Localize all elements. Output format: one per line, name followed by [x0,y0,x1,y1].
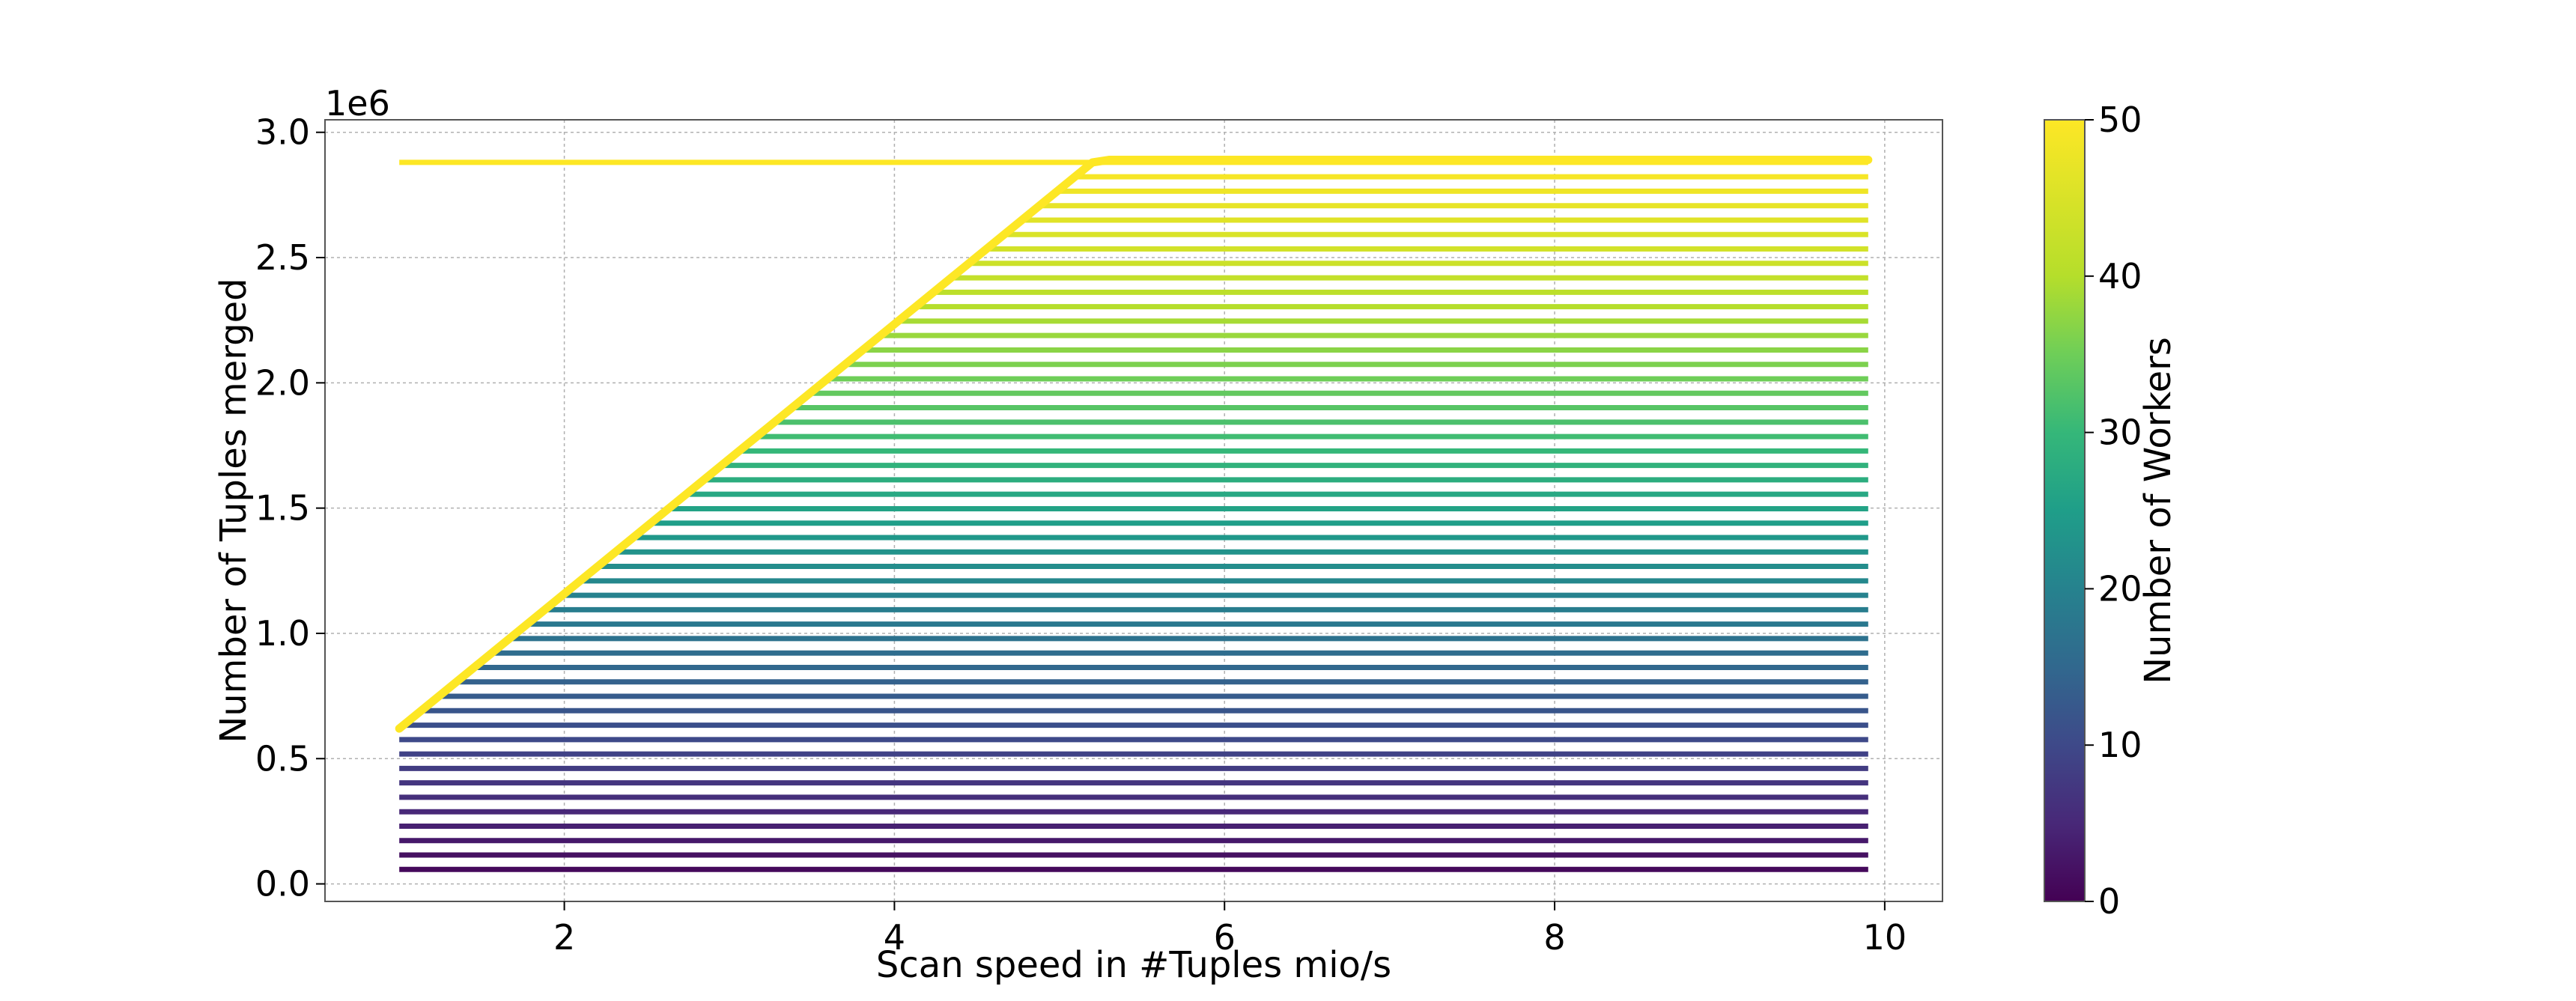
colorbar [2044,119,2086,902]
y-tick-label: 0.0 [255,864,310,904]
y-tick-label: 2.5 [255,237,310,278]
colorbar-tick-label: 20 [2098,568,2142,609]
worker-line-48 [397,188,1868,731]
worker-line-28 [397,477,1868,731]
y-axis-title: Number of Tuples merged [213,278,255,743]
colorbar-tick-label: 40 [2098,256,2142,296]
worker-line-34 [397,390,1868,731]
x-axis-ticks: 2 4 6 8 10 [553,901,1907,958]
y-tick-label: 2.0 [255,362,310,403]
worker-line-22 [397,564,1868,731]
x-tick-label: 2 [553,917,575,958]
y-tick-label: 0.5 [255,738,310,779]
y-tick-label: 1.0 [255,613,310,654]
x-tick-label: 10 [1863,917,1907,958]
colorbar-tick-label: 50 [2098,100,2142,140]
colorbar-title: Number of Workers [2137,337,2179,684]
highlight-series [395,156,1873,733]
worker-line-14 [397,679,1868,731]
colorbar-tick-label: 10 [2098,725,2142,765]
x-tick-label: 8 [1543,917,1565,958]
colorbar-tick-label: 0 [2098,881,2120,922]
worker-line-11 [397,722,1868,731]
y-axis-ticks: 0.0 0.5 1.0 1.5 2.0 2.5 3.0 [255,112,325,904]
y-tick-label: 3.0 [255,112,310,153]
worker-line-16 [397,650,1868,731]
colorbar-ticks: 0 10 20 30 40 50 [2085,100,2142,922]
worker-series [397,159,1868,872]
highlight-line [395,156,1873,733]
plot-frame [324,119,1943,902]
worker-line-42 [397,275,1868,731]
y-tick-label: 1.5 [255,488,310,529]
colorbar-tick-label: 30 [2098,413,2142,453]
x-tick-label: 6 [1214,917,1236,958]
x-tick-label: 4 [884,917,905,958]
y-multiplier-label: 1e6 [325,83,390,124]
x-axis-title: Scan speed in #Tuples mio/s [876,944,1391,986]
